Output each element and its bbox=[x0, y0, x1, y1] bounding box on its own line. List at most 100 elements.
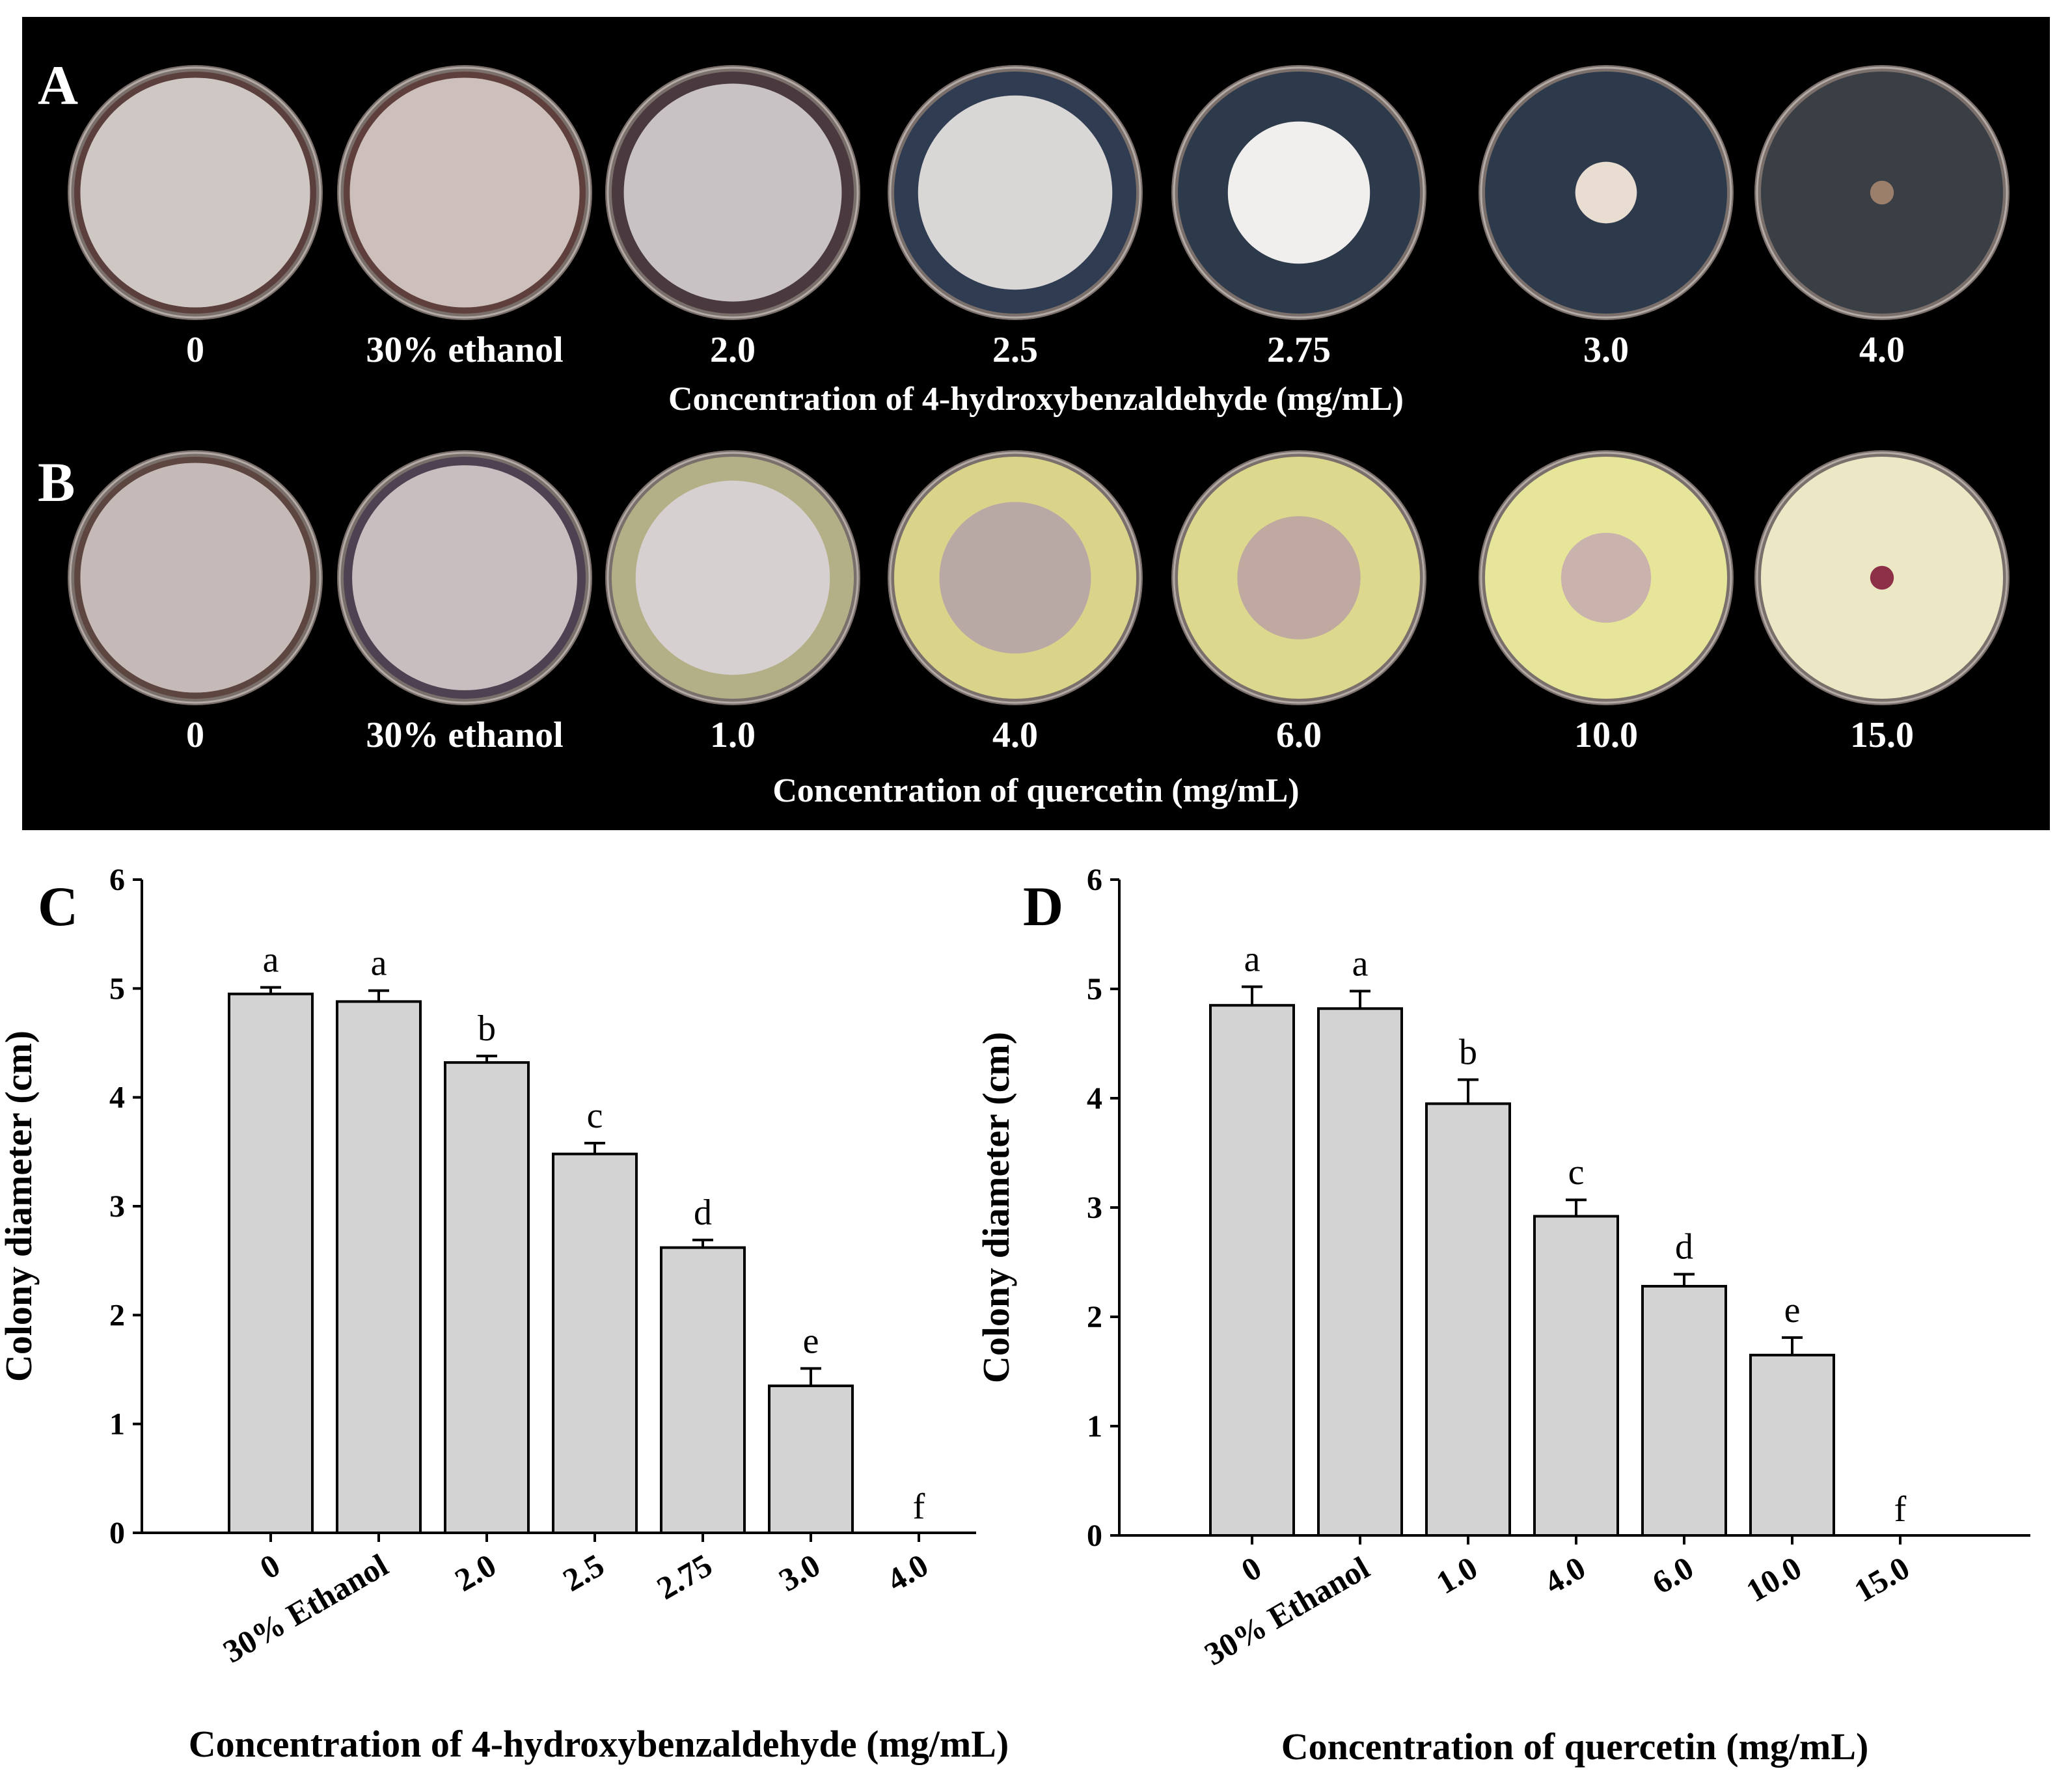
dish-label: 4.0 bbox=[992, 715, 1038, 755]
y-tick-label: 0 bbox=[1087, 1519, 1102, 1553]
significance-letter: a bbox=[371, 943, 387, 984]
plate-caption-B: Concentration of quercetin (mg/mL) bbox=[772, 772, 1299, 809]
plate-caption-A: Concentration of 4-hydroxybenzaldehyde (… bbox=[668, 381, 1404, 418]
fungal-colony bbox=[1227, 121, 1370, 264]
x-tick-label: 4.0 bbox=[880, 1546, 934, 1599]
fungal-colony bbox=[1870, 565, 1894, 590]
bar-chart-C: 0 1 2 3 4 5 6 a 0 a 30% Ethanol b 2.0 c 2.5 d 2.75 e 3.0 f 4… bbox=[0, 863, 1009, 1765]
y-axis-title: Colony diameter (cm) bbox=[0, 1031, 40, 1382]
dish-label: 6.0 bbox=[1276, 715, 1322, 755]
fungal-colony bbox=[1870, 180, 1894, 205]
dish-label: 2.5 bbox=[992, 330, 1038, 370]
petri-dish-A-6 bbox=[1479, 65, 1734, 320]
x-tick-label: 30% Ethanol bbox=[217, 1546, 394, 1670]
panel-letter-B: B bbox=[38, 451, 75, 513]
x-tick-label: 1.0 bbox=[1430, 1549, 1483, 1601]
dish-label: 4.0 bbox=[1859, 330, 1905, 370]
x-tick-label: 4.0 bbox=[1538, 1549, 1591, 1601]
bar bbox=[552, 1152, 638, 1535]
dish-label: 10.0 bbox=[1574, 715, 1638, 755]
significance-letter: f bbox=[1894, 1489, 1907, 1530]
x-tick-label: 6.0 bbox=[1646, 1549, 1699, 1601]
dish-label: 15.0 bbox=[1850, 715, 1914, 755]
bar bbox=[228, 992, 314, 1534]
x-tick-label: 3.0 bbox=[772, 1546, 826, 1599]
petri-dish-A-3 bbox=[605, 65, 860, 320]
y-tick-label: 1 bbox=[1087, 1409, 1102, 1444]
x-tick-label: 2.0 bbox=[448, 1546, 502, 1599]
x-tick-label: 30% Ethanol bbox=[1198, 1549, 1375, 1673]
petri-dish-A-4 bbox=[888, 65, 1143, 320]
dish-highlight bbox=[69, 66, 321, 319]
y-tick-label: 6 bbox=[109, 863, 125, 897]
x-axis-title: Concentration of quercetin (mg/mL) bbox=[1281, 1725, 1869, 1768]
bar bbox=[660, 1246, 746, 1534]
y-tick-label: 4 bbox=[1087, 1081, 1102, 1116]
y-tick-label: 4 bbox=[109, 1081, 125, 1115]
bar bbox=[1641, 1284, 1727, 1537]
petri-dish-B-4 bbox=[888, 450, 1143, 705]
bar bbox=[444, 1061, 530, 1534]
y-tick-label: 2 bbox=[109, 1298, 125, 1332]
fungal-colony bbox=[352, 465, 577, 690]
dish-label: 30% ethanol bbox=[366, 330, 563, 370]
dish-highlight bbox=[1756, 452, 2008, 704]
y-tick-label: 2 bbox=[1087, 1300, 1102, 1334]
dish-highlight bbox=[1480, 452, 1732, 704]
petri-dish-B-5 bbox=[1171, 450, 1426, 705]
bar bbox=[1425, 1102, 1511, 1537]
fungal-colony bbox=[80, 77, 310, 308]
x-tick-label: 10.0 bbox=[1740, 1549, 1808, 1609]
petri-dish-A-2 bbox=[337, 65, 592, 320]
significance-letter: a bbox=[1352, 943, 1369, 984]
fungal-colony bbox=[635, 480, 830, 675]
x-tick-label: 2.5 bbox=[556, 1546, 610, 1599]
fungal-colony bbox=[80, 463, 310, 693]
fungal-colony bbox=[939, 502, 1091, 654]
dish-label: 30% ethanol bbox=[366, 715, 563, 755]
y-axis-title: Colony diameter (cm) bbox=[975, 1032, 1017, 1383]
bar bbox=[1749, 1353, 1835, 1537]
x-tick-label: 0 bbox=[1235, 1549, 1268, 1589]
fungal-colony bbox=[918, 95, 1113, 290]
y-tick-label: 3 bbox=[1087, 1191, 1102, 1225]
dish-highlight bbox=[1173, 452, 1425, 704]
dish-highlight bbox=[1480, 66, 1732, 319]
significance-letter: c bbox=[587, 1096, 603, 1136]
y-tick-label: 1 bbox=[109, 1407, 125, 1442]
petri-dish-B-6 bbox=[1479, 450, 1734, 705]
significance-letter: b bbox=[478, 1008, 496, 1049]
dish-highlight bbox=[607, 66, 859, 319]
x-tick-label: 0 bbox=[254, 1546, 286, 1586]
dish-highlight bbox=[607, 452, 859, 704]
fungal-colony bbox=[349, 77, 580, 308]
bar bbox=[1317, 1007, 1403, 1537]
significance-letter: b bbox=[1459, 1032, 1477, 1072]
dish-highlight bbox=[889, 66, 1141, 319]
petri-dish-B-7 bbox=[1754, 450, 2010, 705]
dish-label: 2.75 bbox=[1267, 330, 1331, 370]
panel-letter-A: A bbox=[38, 54, 78, 116]
significance-letter: f bbox=[913, 1487, 925, 1527]
dish-highlight bbox=[889, 452, 1141, 704]
plate-row-B: 0 30% ethanol 1.0 4.0 6.0 10.0 15.0 bbox=[68, 450, 2010, 755]
y-tick-label: 5 bbox=[109, 971, 125, 1006]
x-tick-label: 2.75 bbox=[651, 1546, 718, 1606]
petri-dish-A-7 bbox=[1754, 65, 2010, 320]
significance-letter: e bbox=[803, 1321, 819, 1361]
bar-chart-D: 0 1 2 3 4 5 6 a 0 a 30% Ethanol b 1.0 c 4.0 d 6.0 e 10.0 f 1… bbox=[975, 863, 2030, 1768]
y-tick-label: 5 bbox=[1087, 972, 1102, 1006]
significance-letter: a bbox=[1244, 939, 1261, 980]
petri-dish-B-3 bbox=[605, 450, 860, 705]
dish-label: 0 bbox=[186, 330, 204, 370]
dish-highlight bbox=[338, 66, 591, 319]
fungal-colony bbox=[1575, 161, 1637, 224]
dish-highlight bbox=[1756, 66, 2008, 319]
bar bbox=[336, 1000, 422, 1534]
significance-letter: c bbox=[1568, 1152, 1585, 1193]
fungal-colony bbox=[623, 83, 842, 302]
panel-letter-C: C bbox=[38, 875, 78, 938]
significance-letter: e bbox=[1784, 1290, 1801, 1330]
fungal-colony bbox=[1561, 532, 1652, 623]
